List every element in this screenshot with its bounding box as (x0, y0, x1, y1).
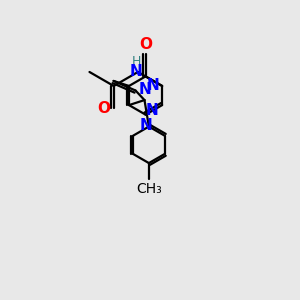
Text: O: O (97, 100, 110, 116)
Text: N: N (130, 64, 143, 80)
Text: H: H (132, 56, 141, 68)
Text: N: N (146, 103, 159, 118)
Text: O: O (139, 37, 152, 52)
Text: N: N (147, 79, 160, 94)
Text: N: N (139, 118, 152, 133)
Text: N: N (139, 82, 151, 97)
Text: CH₃: CH₃ (136, 182, 162, 196)
